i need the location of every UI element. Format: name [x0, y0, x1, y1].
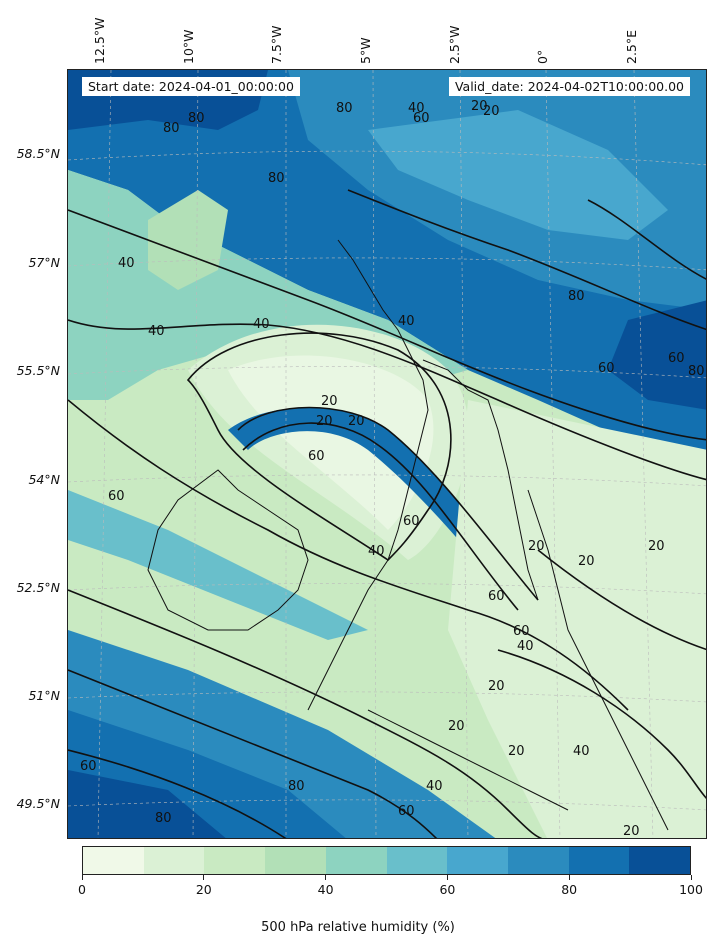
longitude-label: 10°W	[181, 29, 196, 64]
colorbar-tick-label: 80	[561, 882, 578, 897]
longitude-label: 5°W	[358, 37, 373, 64]
contour-label: 40	[408, 101, 425, 116]
colorbar-segment	[447, 847, 508, 874]
contour-label: 20	[488, 679, 505, 694]
contour-lines	[68, 189, 706, 838]
colorbar-segment	[143, 847, 205, 874]
contour-label: 20	[348, 414, 365, 429]
contour-label: 40	[368, 544, 385, 559]
colorbar-tick-label: 60	[439, 882, 456, 897]
start-date-label: Start date: 2024-04-01_00:00:00	[82, 77, 300, 96]
colorbar-tick	[325, 875, 327, 880]
contour-label: 40	[148, 324, 165, 339]
latitude-label: 51°N	[28, 688, 60, 703]
colorbar-segment	[629, 847, 691, 874]
contour-label: 60	[598, 361, 615, 376]
contour-label: 20	[508, 744, 525, 759]
humidity-fill-layer	[68, 70, 706, 838]
contour-label: 60	[488, 589, 505, 604]
contour-label: 20	[316, 414, 333, 429]
colorbar-tick-label: 20	[195, 882, 212, 897]
contour-label: 40	[398, 314, 415, 329]
colorbar-segment	[568, 847, 630, 874]
colorbar-tick-label: 40	[317, 882, 334, 897]
colorbar-tick-label: 0	[78, 882, 86, 897]
contour-label: 80	[188, 111, 205, 126]
contour-label: 20	[648, 539, 665, 554]
colorbar-title: 500 hPa relative humidity (%)	[261, 920, 455, 935]
contour-label: 60	[108, 489, 125, 504]
contour-label: 60	[513, 624, 530, 639]
longitude-label: 2.5°W	[447, 25, 462, 65]
contour-label: 80	[268, 171, 285, 186]
colorbar-segment	[204, 847, 266, 874]
contour-label: 20	[448, 719, 465, 734]
contour-label: 40	[253, 317, 270, 332]
colorbar-tick	[446, 875, 448, 880]
colorbar-segment	[386, 847, 448, 874]
contour-label: 80	[163, 121, 180, 136]
colorbar-tick	[568, 875, 570, 880]
longitude-label: 0°	[535, 49, 550, 64]
contour-label: 20	[483, 104, 500, 119]
contour-label: 80	[155, 811, 172, 826]
contour-label: 20	[321, 394, 338, 409]
contour-label: 40	[426, 779, 443, 794]
contour-label: 60	[398, 804, 415, 819]
contour-label: 80	[288, 779, 305, 794]
contour-label: 40	[118, 256, 135, 271]
contour-label: 80	[688, 364, 705, 379]
contour-label: 20	[623, 824, 640, 839]
latitude-label: 54°N	[28, 472, 60, 487]
contour-label: 60	[308, 449, 325, 464]
longitude-label: 2.5°E	[624, 29, 639, 64]
colorbar-tick	[203, 875, 205, 880]
contour-label: 80	[336, 101, 353, 116]
latitude-label: 49.5°N	[16, 796, 60, 811]
longitude-label: 12.5°W	[92, 17, 107, 64]
contour-label: 20	[578, 554, 595, 569]
contour-label: 20	[528, 539, 545, 554]
contour-label: 80	[568, 289, 585, 304]
latitude-label: 52.5°N	[16, 580, 60, 595]
gridlines	[68, 70, 706, 838]
contour-label: 40	[517, 639, 534, 654]
coastlines	[147, 239, 669, 831]
latitude-label: 57°N	[28, 255, 60, 270]
longitude-label: 7.5°W	[269, 25, 284, 65]
colorbar-tick	[690, 875, 692, 880]
contour-label: 60	[668, 351, 685, 366]
contour-label: 60	[80, 759, 97, 774]
latitude-label: 58.5°N	[16, 146, 60, 161]
colorbar-segment	[325, 847, 387, 874]
colorbar-segment	[507, 847, 569, 874]
valid-date-label: Valid_date: 2024-04-02T10:00:00.00	[448, 77, 690, 96]
contour-label: 40	[573, 744, 590, 759]
contour-label: 60	[413, 111, 430, 126]
colorbar-tick-label: 100	[679, 882, 703, 897]
latitude-label: 55.5°N	[16, 363, 60, 378]
colorbar-tick	[81, 875, 83, 880]
contour-label: 60	[403, 514, 420, 529]
colorbar-segment	[265, 847, 326, 874]
map-panel: 80 40 20 60 80 80 80 40 40 40 40 20 20 20 60 60 80 60 60 20…	[67, 69, 707, 839]
contour-label: 20	[471, 99, 488, 114]
colorbar-segment	[83, 847, 144, 874]
colorbar	[82, 846, 691, 875]
